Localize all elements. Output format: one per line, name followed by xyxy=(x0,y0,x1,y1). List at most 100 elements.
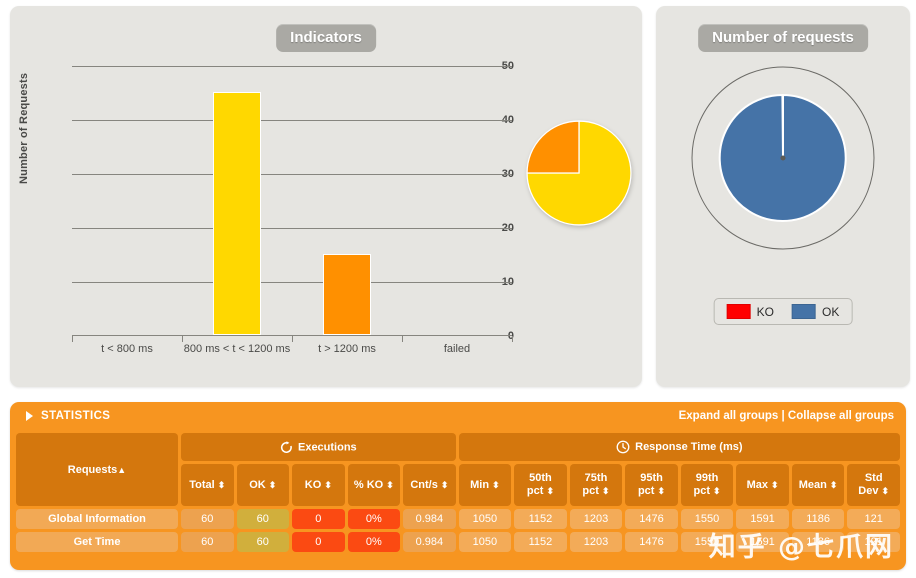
column-header-requests[interactable]: Requests▲ xyxy=(16,433,178,506)
statistics-group-links: Expand all groups | Collapse all groups xyxy=(679,410,894,422)
sort-arrow: ⬍ xyxy=(492,479,500,490)
polar-outer-ring xyxy=(691,66,875,250)
sort-arrow: ⬍ xyxy=(601,486,610,496)
statistics-table-body: Global Information 60 60 0 0% 0.984 1050 1152 12… xyxy=(16,509,900,552)
cell-min: 1050 xyxy=(458,509,512,529)
x-axis-label: t > 1200 ms xyxy=(318,343,376,355)
cell-ko: 0 xyxy=(292,532,345,552)
bar-3[interactable] xyxy=(322,254,372,335)
sort-arrow: ⬍ xyxy=(881,486,890,496)
cell-p99: 1550 xyxy=(680,532,734,552)
sort-arrow: ⬍ xyxy=(440,479,449,490)
legend-item-ko[interactable]: KO xyxy=(726,304,774,319)
column-header-ok[interactable]: OK ⬍ xyxy=(236,464,290,506)
x-tickmark xyxy=(292,336,293,342)
y-tick-label: 0 xyxy=(507,330,514,342)
column-header-label: Total xyxy=(189,478,218,491)
cell-std-dev: 121 xyxy=(847,509,900,529)
column-header-99th-pct[interactable]: 99th pct ⬍ xyxy=(680,464,734,506)
group-header-executions: Executions xyxy=(181,433,456,461)
column-header-ko[interactable]: % KO ⬍ xyxy=(347,464,401,506)
sort-arrow: ⬍ xyxy=(217,479,226,490)
sort-arrow: ⬍ xyxy=(386,479,394,490)
gridline xyxy=(72,120,512,121)
number-of-requests-panel: Number of requests KO OK xyxy=(656,6,910,387)
x-tickmark xyxy=(512,336,513,342)
cell-total: 60 xyxy=(181,509,234,529)
cell-p75: 1203 xyxy=(569,532,623,552)
links-separator: | xyxy=(781,410,785,422)
column-header-std-dev[interactable]: Std Dev ⬍ xyxy=(847,464,900,506)
table-row[interactable]: Get Time 60 60 0 0% 0.984 1050 1152 1203 1476 1550… xyxy=(16,532,900,552)
triangle-right-icon[interactable] xyxy=(26,411,33,421)
bar-chart-plot-area xyxy=(72,66,513,342)
row-label[interactable]: Global Information xyxy=(16,509,178,529)
cell-mean: 1186 xyxy=(791,509,845,529)
legend-label-ok: OK xyxy=(822,304,840,319)
column-header-label: Max xyxy=(746,478,772,491)
column-header-mean[interactable]: Mean ⬍ xyxy=(791,464,845,506)
cell-p95: 1476 xyxy=(625,509,678,529)
bar-chart-y-axis-title: Number of Requests xyxy=(18,72,30,184)
column-header-ko[interactable]: KO ⬍ xyxy=(292,464,345,506)
cell-std-dev: 121 xyxy=(847,532,900,552)
column-header-95th-pct[interactable]: 95th pct ⬍ xyxy=(625,464,678,506)
bar-chart-x-axis xyxy=(72,335,512,336)
cell-cnt-s: 0.984 xyxy=(403,532,456,552)
charts-row: Indicators Number of Requests 0 10 20 30 40 5… xyxy=(10,6,910,387)
gridline xyxy=(72,66,512,67)
cell-p99: 1550 xyxy=(680,509,734,529)
sort-arrow: ⬍ xyxy=(546,486,554,496)
cell-min: 1050 xyxy=(458,532,512,552)
group-header-executions-label: Executions xyxy=(297,440,357,453)
row-label[interactable]: Get Time xyxy=(16,532,178,552)
cell-p50: 1152 xyxy=(514,509,567,529)
x-tickmark xyxy=(72,336,73,342)
cell-max: 1591 xyxy=(736,532,789,552)
table-row[interactable]: Global Information 60 60 0 0% 0.984 1050 1152 12… xyxy=(16,509,900,529)
column-header-label: Min xyxy=(470,478,493,491)
sort-arrow: ⬍ xyxy=(771,479,779,490)
column-header-75th-pct[interactable]: 75th pct ⬍ xyxy=(569,464,623,506)
statistics-header[interactable]: STATISTICS Expand all groups | Collapse … xyxy=(10,402,906,430)
column-header-min[interactable]: Min ⬍ xyxy=(458,464,512,506)
bar-2[interactable] xyxy=(212,92,262,335)
column-header-label: % KO xyxy=(353,478,387,491)
sort-arrow: ⬍ xyxy=(713,486,721,496)
refresh-icon xyxy=(280,440,292,453)
cell-pct-ko: 0% xyxy=(347,509,401,529)
column-header-50th-pct[interactable]: 50th pct ⬍ xyxy=(514,464,567,506)
column-header-cnt-s[interactable]: Cnt/s ⬍ xyxy=(403,464,456,506)
x-tickmark xyxy=(402,336,403,342)
gridline xyxy=(72,228,512,229)
column-header-label: 95th pct xyxy=(637,472,663,497)
cell-p95: 1476 xyxy=(625,532,678,552)
cell-ok: 60 xyxy=(236,509,290,529)
column-header-max[interactable]: Max ⬍ xyxy=(736,464,789,506)
indicators-panel: Indicators Number of Requests 0 10 20 30 40 5… xyxy=(10,6,642,387)
column-header-label: Cnt/s xyxy=(410,478,441,491)
column-header-total[interactable]: Total ⬍ xyxy=(181,464,234,506)
cell-p50: 1152 xyxy=(514,532,567,552)
sort-arrow-requests: ▲ xyxy=(117,464,127,475)
cell-cnt-s: 0.984 xyxy=(403,509,456,529)
column-header-label: Mean xyxy=(798,478,830,491)
cell-mean: 1186 xyxy=(791,532,845,552)
legend-item-ok[interactable]: OK xyxy=(792,304,839,319)
cell-p75: 1203 xyxy=(569,509,623,529)
cell-pct-ko: 0% xyxy=(347,532,401,552)
cell-max: 1591 xyxy=(736,509,789,529)
gridline xyxy=(72,282,512,283)
requests-legend: KO OK xyxy=(713,298,853,325)
pie-slice-2[interactable] xyxy=(526,120,580,174)
collapse-all-groups-link[interactable]: Collapse all groups xyxy=(787,410,894,422)
x-axis-label: 800 ms < t < 1200 ms xyxy=(183,343,291,355)
column-header-label: KO xyxy=(304,478,325,491)
clock-icon xyxy=(616,440,630,454)
group-header-response-time: Response Time (ms) xyxy=(458,433,900,461)
indicators-pie-chart xyxy=(526,120,632,226)
pie-slice-1[interactable] xyxy=(526,120,632,226)
column-header-label: 75th pct xyxy=(582,472,608,497)
requests-polar-chart xyxy=(691,66,875,250)
expand-all-groups-link[interactable]: Expand all groups xyxy=(678,410,779,422)
